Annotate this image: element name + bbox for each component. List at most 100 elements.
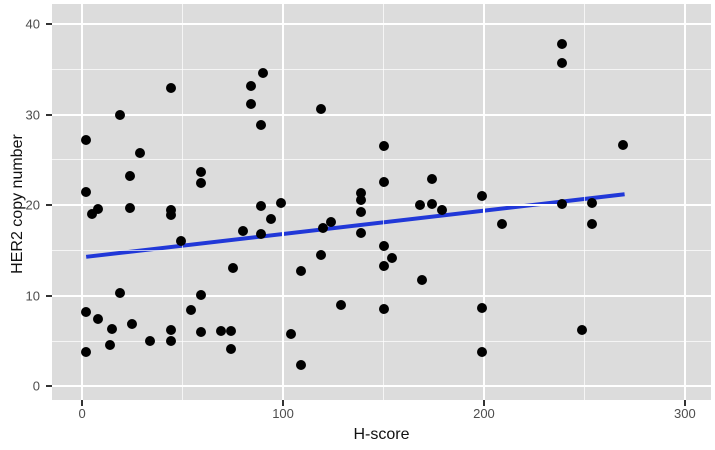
data-point [557,57,568,68]
data-point [245,98,256,109]
data-point [195,177,206,188]
x-tick-label: 300 [674,406,696,421]
y-axis-tick [46,294,52,297]
data-point [356,228,367,239]
y-axis-tick [46,113,52,116]
data-point [276,198,287,209]
gridline-vertical-minor [182,4,184,400]
y-tick-label: 10 [25,288,40,304]
data-point [255,229,266,240]
gridline-vertical-major [482,4,485,400]
data-point [225,326,236,337]
data-point [378,260,389,271]
gridline-horizontal-minor [52,340,711,342]
gridline-vertical-minor [583,4,585,400]
gridline-horizontal-minor [52,159,711,161]
x-axis-tick [683,400,686,406]
data-point [115,110,126,121]
data-point [336,299,347,310]
data-point [165,83,176,94]
data-point [356,194,367,205]
data-point [577,325,588,336]
gridline-horizontal-major [52,294,711,297]
data-point [414,200,425,211]
gridline-horizontal-minor [52,68,711,70]
data-point [296,359,307,370]
y-tick-label: 0 [32,378,40,394]
x-tick-label: 100 [272,406,294,421]
data-point [296,266,307,277]
data-point [356,188,367,199]
data-point [165,325,176,336]
gridline-horizontal-major [52,113,711,116]
data-point [436,204,447,215]
data-point [255,201,266,212]
data-point [378,304,389,315]
x-axis-tick [81,400,84,406]
y-axis-tick [46,385,52,388]
data-point [587,198,598,209]
data-point [195,289,206,300]
gridline-vertical-minor [383,4,384,400]
data-point [426,199,437,210]
data-point [125,202,136,213]
data-point [81,134,92,145]
data-point [81,346,92,357]
data-point [356,206,367,217]
data-point [378,176,389,187]
data-point [497,219,508,230]
data-point [557,199,568,210]
data-point [326,217,337,228]
gridline-horizontal-major [52,204,711,207]
data-point [87,209,98,220]
data-point [386,252,397,263]
gridline-horizontal-major [52,385,711,388]
x-axis-title: H-score [353,426,410,443]
data-point [255,120,266,131]
x-tick-label: 200 [473,406,495,421]
data-point [195,166,206,177]
data-point [476,191,487,202]
data-point [557,38,568,49]
data-point [165,204,176,215]
data-point [175,236,186,247]
data-point [476,303,487,314]
data-point [195,327,206,338]
data-point [105,339,116,350]
data-point [316,104,327,115]
data-point [145,336,156,347]
data-point [81,307,92,318]
plot-panel [52,4,711,400]
data-point [93,203,104,214]
data-point [165,336,176,347]
data-point [587,219,598,230]
x-tick-label: 0 [78,406,86,421]
y-tick-label: 30 [25,107,40,123]
data-point [135,147,146,158]
x-axis-tick [282,400,285,406]
data-point [245,81,256,92]
data-point [617,140,628,151]
data-point [416,275,427,286]
data-point [115,288,126,299]
data-point [257,67,268,78]
data-point [476,346,487,357]
data-point [125,171,136,182]
data-point [127,318,138,329]
data-point [316,250,327,260]
data-point [265,213,276,224]
data-point [93,314,104,325]
data-point [318,222,329,233]
gridline-horizontal-major [52,22,711,25]
y-axis-tick [46,22,52,25]
data-point [165,210,176,221]
data-point [81,186,92,197]
gridline-vertical-major [81,4,84,400]
data-point [378,240,389,251]
data-point [286,328,297,339]
y-tick-label: 20 [25,197,40,213]
data-point [378,141,389,152]
data-point [227,262,238,273]
x-axis-tick [482,400,485,406]
